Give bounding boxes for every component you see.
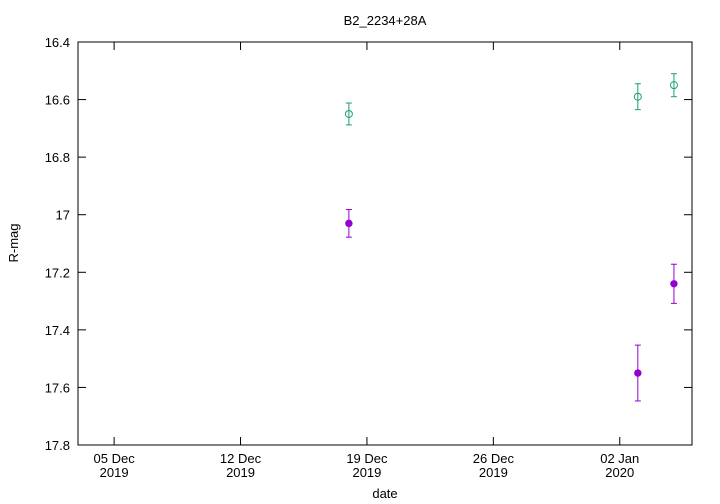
x-tick-label: 02 Jan 2020 (600, 451, 639, 480)
y-tick-label: 16.6 (45, 93, 70, 108)
y-tick-label: 17 (56, 208, 70, 223)
error-bar (345, 102, 352, 126)
x-tick-label: 12 Dec 2019 (220, 451, 262, 480)
data-point (344, 109, 353, 118)
y-tick-label: 16.4 (45, 35, 70, 50)
y-tick-label: 17.2 (45, 265, 70, 280)
x-tick-label: 05 Dec 2019 (94, 451, 136, 480)
plot-frame (77, 41, 693, 446)
error-bar (670, 73, 677, 98)
y-axis-label: R-mag (6, 223, 21, 262)
data-point (669, 81, 678, 90)
x-axis-label: date (372, 486, 397, 501)
x-tick-label: 19 Dec 2019 (346, 451, 388, 480)
data-point (670, 280, 678, 288)
y-tick-label: 17.8 (45, 438, 70, 453)
y-tick-label: 17.6 (45, 380, 70, 395)
y-tick-label: 16.8 (45, 150, 70, 165)
data-point (634, 369, 642, 377)
data-point (345, 219, 353, 228)
chart-title: B2_2234+28A (344, 13, 427, 28)
data-point (633, 92, 642, 101)
x-tick-label: 26 Dec 2019 (473, 451, 515, 480)
y-tick-label: 17.4 (45, 323, 70, 338)
error-bar (634, 83, 641, 111)
